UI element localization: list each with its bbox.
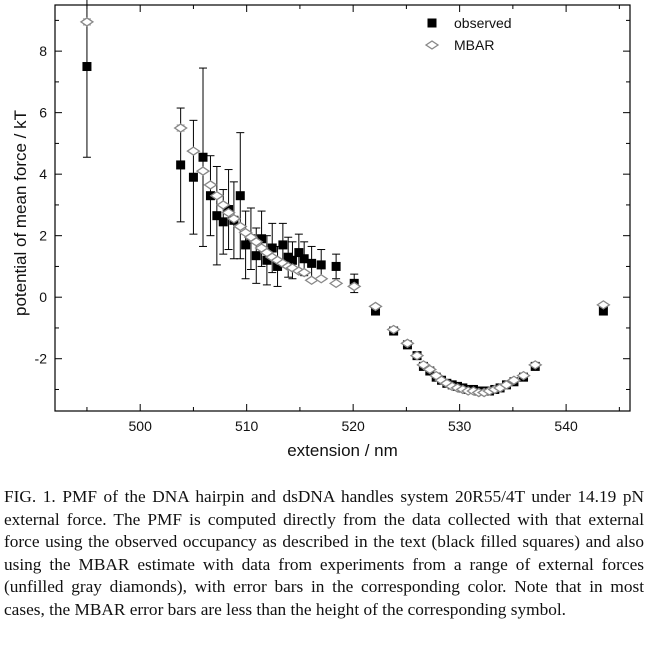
mbar-point xyxy=(296,267,312,278)
mbar-point xyxy=(328,278,344,289)
mbar-point xyxy=(314,273,329,284)
mbar-point xyxy=(506,375,522,386)
mbar-point xyxy=(304,275,319,286)
legend: observed MBAR xyxy=(424,15,512,53)
figure-caption: FIG. 1. PMF of the DNA hairpin and dsDNA… xyxy=(4,487,644,619)
mbar-series xyxy=(79,17,611,398)
legend-mbar-label: MBAR xyxy=(454,37,494,53)
observed-point xyxy=(188,172,198,182)
y-tick-label: 6 xyxy=(39,105,47,121)
mbar-point xyxy=(499,380,514,390)
observed-point xyxy=(299,254,309,264)
observed-point xyxy=(598,306,608,316)
mbar-point xyxy=(422,364,437,375)
plot-frame xyxy=(54,4,631,412)
observed-point xyxy=(316,260,326,270)
mbar-point xyxy=(203,180,218,190)
mbar-point xyxy=(528,360,543,370)
mbar-point xyxy=(173,123,188,133)
mbar-point xyxy=(386,324,401,335)
y-tick-label: 2 xyxy=(39,228,47,244)
mbar-point xyxy=(216,200,231,210)
observed-point xyxy=(82,62,92,72)
observed-point xyxy=(331,261,341,271)
y-tick-label: 4 xyxy=(39,166,47,182)
mbar-point xyxy=(226,213,242,224)
y-axis-title: potential of mean force / kT xyxy=(11,110,30,316)
mbar-point xyxy=(195,166,211,176)
y-tick-label: 8 xyxy=(39,43,47,59)
pmf-chart: 500 510 520 530 540 -2 0 2 4 6 8 observed MBAR ext… xyxy=(11,0,631,460)
observed-point xyxy=(212,211,222,221)
observed-point xyxy=(241,240,251,250)
observed-point xyxy=(294,248,304,258)
mbar-point xyxy=(400,338,415,349)
observed-point xyxy=(176,160,186,170)
mbar-point xyxy=(79,17,95,27)
observed-point xyxy=(198,152,208,162)
x-axis-title: extension / nm xyxy=(287,441,398,460)
mbar-point xyxy=(596,300,611,310)
x-tick-label: 510 xyxy=(235,418,259,434)
mbar-point xyxy=(243,232,259,243)
observed-point xyxy=(273,261,283,271)
observed-point xyxy=(251,251,261,261)
x-tick-label: 500 xyxy=(129,418,153,434)
mbar-point xyxy=(516,370,531,381)
mbar-point xyxy=(409,350,425,361)
x-axis-ticks: 500 510 520 530 540 xyxy=(86,5,620,434)
observed-point xyxy=(218,217,228,227)
observed-point xyxy=(287,255,297,265)
observed-point xyxy=(235,191,245,201)
mbar-point xyxy=(209,190,225,201)
observed-point xyxy=(307,258,317,268)
observed-point xyxy=(257,234,267,244)
observed-point xyxy=(267,243,277,253)
legend-mbar-marker xyxy=(424,40,440,50)
pmf-chart-svg: 500 510 520 530 540 -2 0 2 4 6 8 observed MBAR ext… xyxy=(11,0,631,460)
mbar-point xyxy=(221,207,236,218)
legend-observed-marker xyxy=(427,18,437,28)
observed-point xyxy=(278,240,288,250)
observed-series xyxy=(82,62,608,396)
mbar-point xyxy=(249,237,264,247)
mbar-point xyxy=(347,281,362,292)
mbar-point xyxy=(186,146,201,156)
x-tick-label: 530 xyxy=(448,418,472,434)
y-axis-ticks: -2 0 2 4 6 8 xyxy=(35,19,630,390)
mbar-point xyxy=(416,360,431,370)
observed-point xyxy=(262,255,272,265)
mbar-point xyxy=(233,221,248,232)
legend-observed-label: observed xyxy=(454,15,512,31)
y-tick-label: 0 xyxy=(39,289,47,305)
y-tick-label: -2 xyxy=(35,351,48,367)
error-bars xyxy=(82,0,608,335)
mbar-point xyxy=(368,301,383,312)
x-tick-label: 520 xyxy=(341,418,365,434)
x-tick-label: 540 xyxy=(554,418,578,434)
